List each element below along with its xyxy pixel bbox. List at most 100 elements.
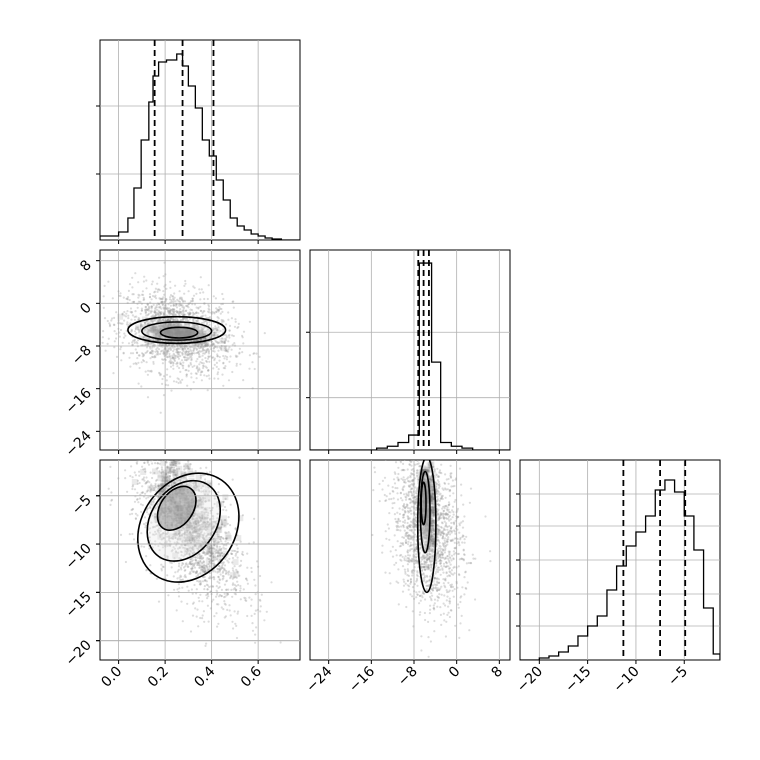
- scatter-point: [128, 533, 131, 536]
- scatter-point: [141, 491, 144, 494]
- scatter-point: [228, 333, 231, 337]
- scatter-point: [213, 563, 216, 566]
- scatter-point: [206, 321, 209, 324]
- scatter-point: [442, 512, 445, 515]
- density-cell: [203, 335, 210, 342]
- scatter-point: [426, 553, 429, 556]
- scatter-point: [231, 478, 234, 481]
- scatter-point: [436, 583, 439, 587]
- scatter-point: [172, 303, 175, 306]
- scatter-point: [191, 537, 194, 540]
- scatter-point: [432, 607, 435, 610]
- scatter-point: [444, 578, 447, 581]
- density-cell: [155, 334, 162, 341]
- scatter-point: [442, 552, 445, 555]
- scatter-point: [411, 521, 414, 524]
- scatter-point: [176, 349, 179, 352]
- scatter-point: [211, 559, 214, 563]
- scatter-point: [101, 341, 104, 344]
- scatter-point: [444, 512, 447, 516]
- scatter-point: [134, 310, 137, 313]
- scatter-point: [407, 554, 410, 557]
- scatter-point: [189, 348, 192, 351]
- scatter-point: [426, 584, 429, 588]
- density-cell: [165, 324, 172, 331]
- scatter-point: [194, 530, 197, 533]
- scatter-point: [432, 586, 435, 590]
- scatter-point: [212, 342, 215, 345]
- scatter-point: [176, 311, 179, 314]
- scatter-point: [176, 361, 179, 364]
- scatter-point: [195, 485, 198, 488]
- density-cell: [159, 490, 166, 497]
- scatter-point: [430, 599, 433, 602]
- scatter-point: [144, 340, 147, 343]
- scatter-point: [166, 318, 169, 321]
- scatter-point: [427, 521, 430, 525]
- scatter-point: [230, 588, 233, 592]
- scatter-point: [406, 568, 409, 571]
- scatter-point: [194, 344, 197, 347]
- scatter-point: [210, 312, 213, 315]
- scatter-point: [214, 297, 217, 300]
- scatter-point: [214, 521, 217, 524]
- scatter-point: [224, 547, 228, 550]
- scatter-point: [237, 610, 240, 613]
- scatter-point: [403, 529, 406, 532]
- scatter-point: [176, 377, 179, 380]
- y-tick-label: −8: [69, 343, 95, 369]
- scatter-point: [453, 537, 456, 540]
- scatter-point: [188, 353, 191, 356]
- scatter-point: [171, 354, 174, 357]
- scatter-point: [448, 567, 451, 570]
- scatter-point: [198, 532, 201, 536]
- scatter-point: [233, 583, 236, 587]
- scatter-point: [184, 282, 187, 285]
- scatter-point: [436, 599, 439, 602]
- scatter-point: [447, 605, 450, 608]
- scatter-point: [454, 477, 458, 480]
- scatter-point: [188, 323, 191, 326]
- scatter-point: [220, 320, 224, 323]
- scatter-point: [220, 536, 223, 539]
- scatter-point: [142, 354, 145, 357]
- scatter-point: [199, 559, 202, 563]
- scatter-point: [108, 322, 111, 325]
- scatter-point: [400, 525, 403, 528]
- scatter-point: [205, 360, 208, 363]
- scatter-point: [156, 320, 159, 323]
- scatter-point: [202, 570, 205, 573]
- scatter-point: [225, 339, 228, 342]
- scatter-point: [175, 347, 178, 350]
- scatter-point: [181, 546, 184, 549]
- scatter-point: [190, 525, 193, 528]
- scatter-point: [398, 507, 401, 510]
- scatter-point: [172, 298, 175, 301]
- scatter-point: [396, 524, 399, 527]
- scatter-point: [408, 463, 411, 466]
- scatter-point: [145, 456, 147, 458]
- scatter-point: [183, 468, 186, 471]
- scatter-point: [158, 372, 161, 375]
- scatter-point: [425, 444, 427, 446]
- scatter-point: [189, 312, 192, 315]
- scatter-point: [172, 313, 175, 316]
- scatter-point: [108, 325, 112, 328]
- scatter-point: [196, 554, 199, 557]
- scatter-point: [418, 602, 421, 605]
- scatter-point: [437, 530, 440, 533]
- scatter-point: [408, 498, 411, 501]
- scatter-point: [183, 347, 186, 350]
- scatter-point: [412, 555, 415, 558]
- scatter-point: [182, 313, 185, 316]
- scatter-point: [402, 543, 405, 547]
- scatter-point: [221, 554, 224, 558]
- scatter-point: [230, 552, 233, 555]
- scatter-point: [130, 318, 133, 321]
- scatter-point: [180, 296, 183, 299]
- scatter-point: [214, 520, 217, 523]
- density-cell: [209, 552, 216, 559]
- scatter-point: [187, 350, 190, 353]
- scatter-point: [463, 538, 466, 541]
- density-cell: [174, 460, 181, 464]
